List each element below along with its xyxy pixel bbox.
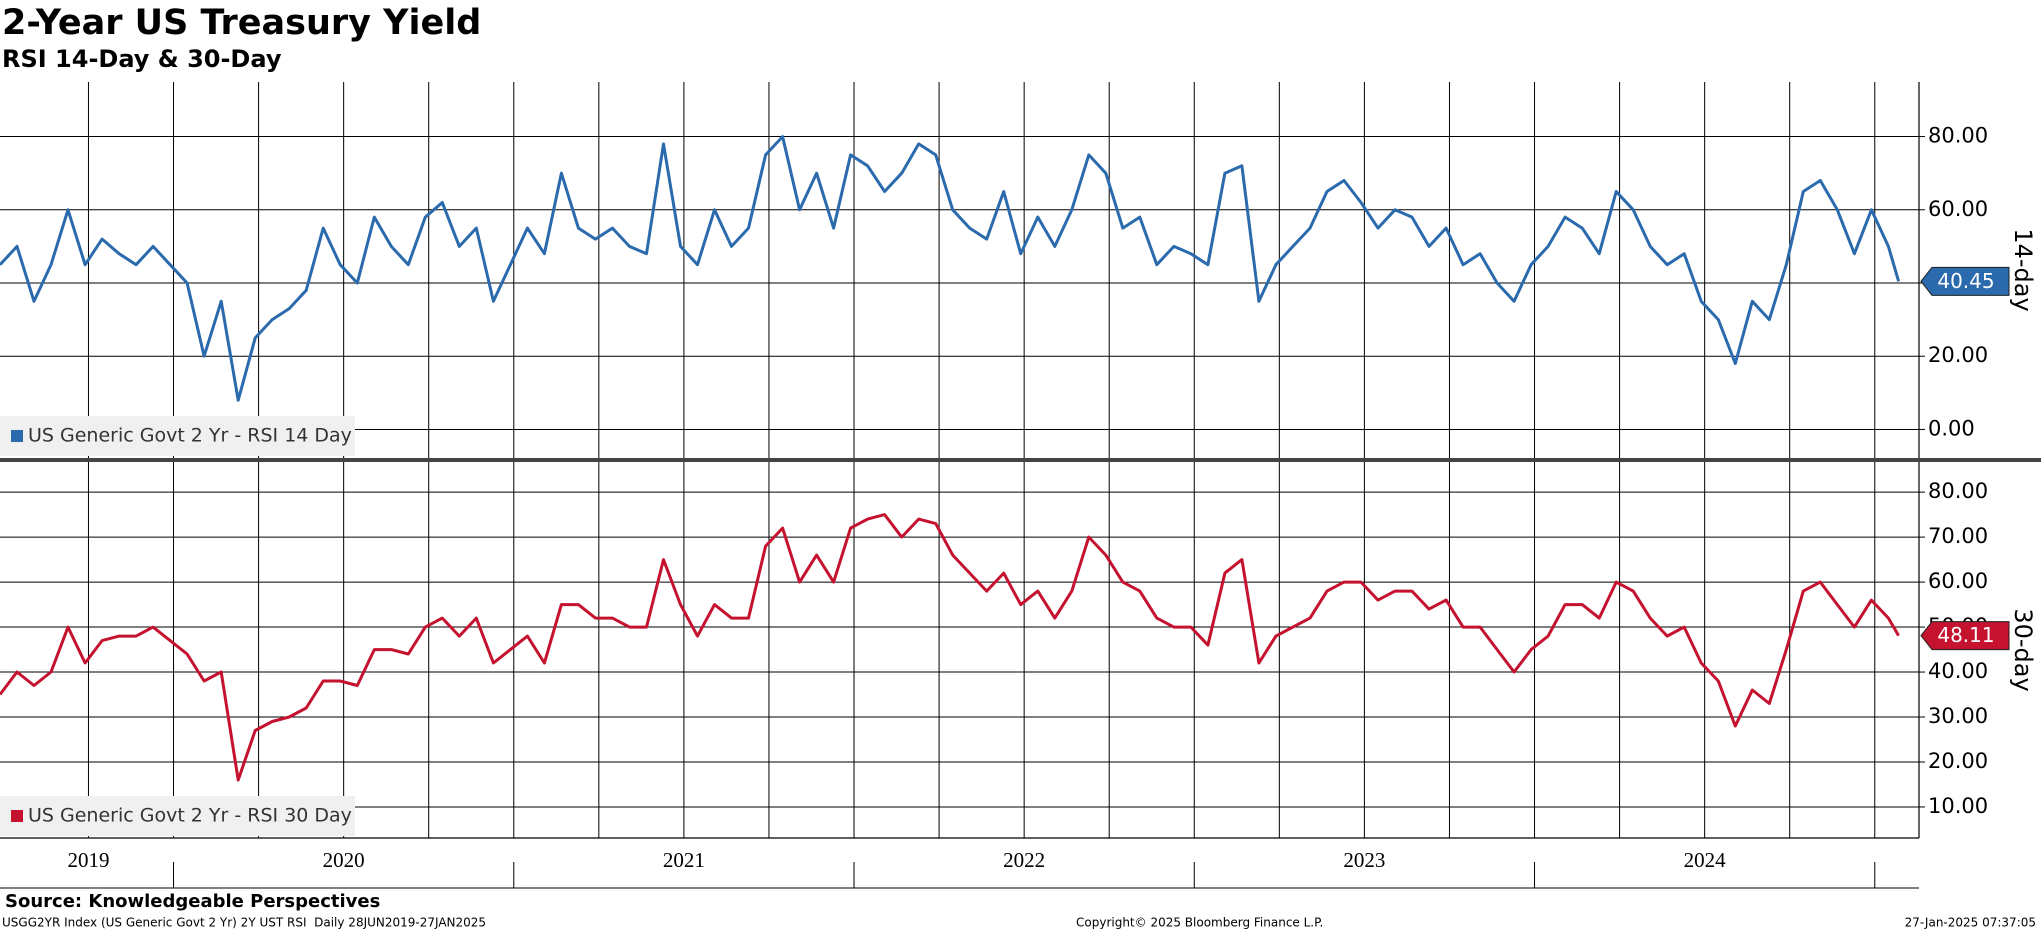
legend-label: US Generic Govt 2 Yr - RSI 14 Day: [28, 425, 352, 447]
source: Source: Knowledgeable Perspectives: [5, 891, 380, 912]
y-tick-label: 60.00: [1928, 569, 1988, 593]
last-value-label: 48.11: [1937, 623, 1994, 647]
series-line: [0, 135, 1901, 402]
chart-subtitle: RSI 14-Day & 30-Day: [2, 45, 282, 73]
x-tick-label: 2021: [663, 848, 705, 872]
series-line: [0, 513, 1900, 782]
y-tick-label: 60.00: [1928, 197, 1988, 221]
legend-box: [0, 796, 355, 836]
last-value-tag: [1920, 621, 2010, 651]
y-tick-label: 0.00: [1928, 416, 1975, 440]
y-tick-label: 20.00: [1928, 343, 1988, 367]
y-tick-label: 30.00: [1928, 704, 1988, 728]
chart-title: 2-Year US Treasury Yield: [2, 3, 481, 43]
last-value-tag: [1920, 266, 2010, 296]
y-tick-label: 80.00: [1928, 124, 1988, 148]
legend-swatch: [11, 810, 23, 822]
y-tick-label: 70.00: [1928, 524, 1988, 548]
y-axis-title: 14-day: [2009, 228, 2037, 311]
y-tick-label: 10.00: [1928, 794, 1988, 818]
y-tick-label: 40.00: [1928, 659, 1988, 683]
x-tick-label: 2022: [1003, 848, 1045, 872]
legend-swatch: [11, 430, 23, 442]
x-tick-label: 2019: [67, 848, 109, 872]
y-tick-label: 80.00: [1928, 479, 1988, 503]
x-tick-label: 2024: [1684, 848, 1727, 872]
footer-center: Copyright© 2025 Bloomberg Finance L.P.: [1076, 916, 1323, 930]
footer-right: 27-Jan-2025 07:37:05: [1905, 916, 2036, 930]
legend-box: [0, 416, 355, 456]
last-value-label: 40.45: [1937, 269, 1994, 293]
footer-left: USGG2YR Index (US Generic Govt 2 Yr) 2Y …: [2, 916, 486, 930]
x-tick-label: 2020: [323, 848, 365, 872]
y-tick-label: 20.00: [1928, 749, 1988, 773]
y-axis-title: 30-day: [2009, 608, 2037, 691]
x-tick-label: 2023: [1343, 848, 1385, 872]
legend-label: US Generic Govt 2 Yr - RSI 30 Day: [28, 805, 352, 827]
